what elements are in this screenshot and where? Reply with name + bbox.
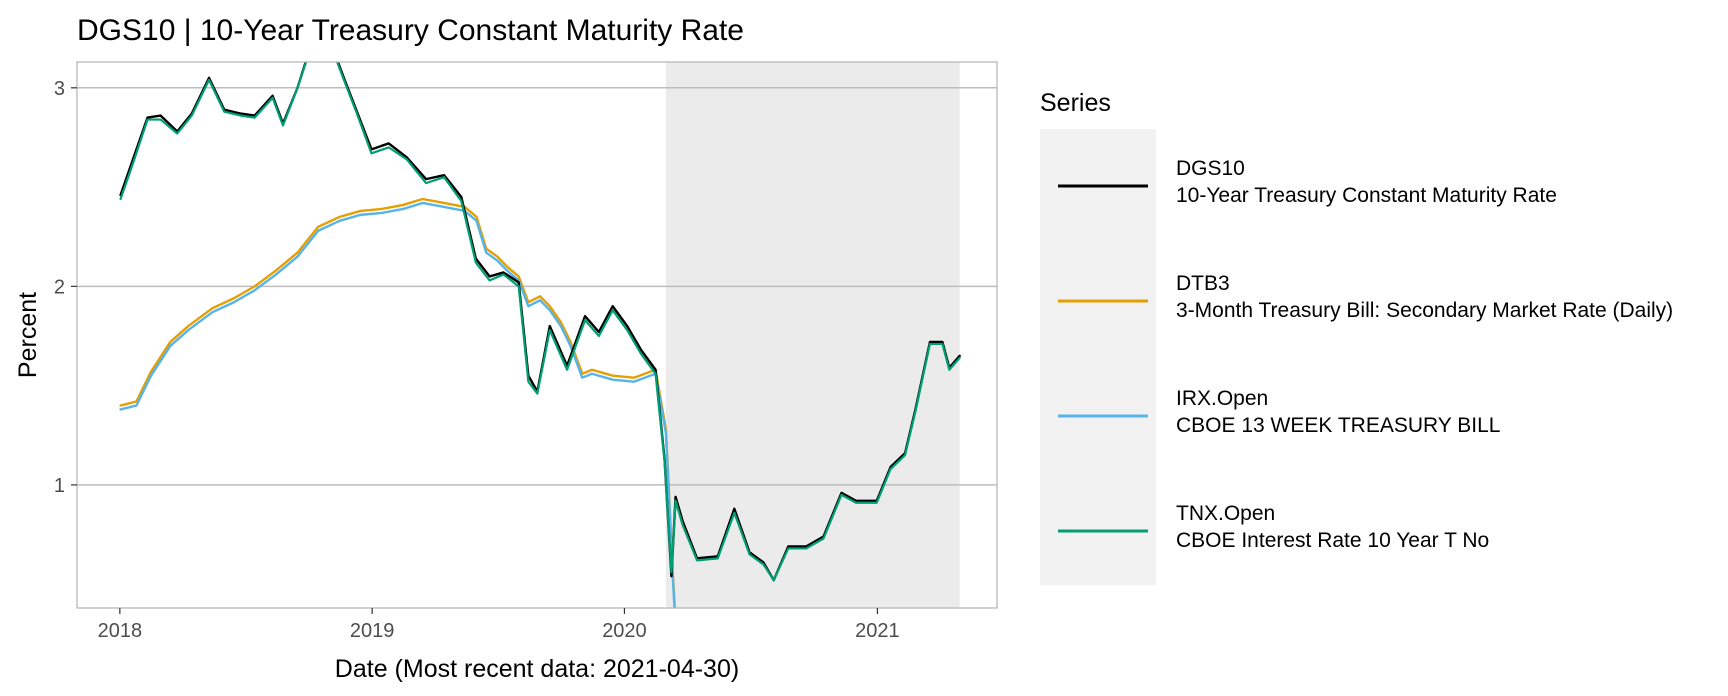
shaded-region [665,62,960,608]
legend-series-description: CBOE Interest Rate 10 Year T No [1176,529,1489,552]
x-axis-label: Date (Most recent data: 2021-04-30) [335,655,739,683]
legend-item: TNX.Open CBOE Interest Rate 10 Year T No [1058,502,1489,552]
x-tick-label: 2018 [98,620,143,642]
series-line-tnx-open [119,62,961,582]
legend-series-description: CBOE 13 WEEK TREASURY BILL [1176,414,1500,437]
series-line-irx-open [119,201,676,608]
x-axis: 2018 2019 2020 2021 [98,608,900,642]
plot-panel-border [76,61,998,609]
y-axis-label: Percent [14,292,42,378]
legend-series-description: 10-Year Treasury Constant Maturity Rate [1176,184,1557,207]
x-tick-label: 2021 [855,620,900,642]
legend-series-name: DGS10 [1176,157,1245,180]
y-tick-label: 1 [54,475,65,497]
legend: Series DGS10 10-Year Treasury Constant Ma… [1040,89,1673,585]
x-tick-label: 2019 [350,620,395,642]
legend-item: IRX.Open CBOE 13 WEEK TREASURY BILL [1058,387,1500,437]
legend-series-description: 3-Month Treasury Bill: Secondary Market … [1176,299,1673,322]
y-tick-label: 3 [54,78,65,100]
y-axis: 1 2 3 [54,78,77,497]
legend-item: DGS10 10-Year Treasury Constant Maturity … [1058,157,1557,207]
legend-series-name: IRX.Open [1176,387,1268,410]
legend-series-name: DTB3 [1176,272,1230,295]
legend-item: DTB3 3-Month Treasury Bill: Secondary Mar… [1058,272,1673,322]
gridlines [77,87,997,486]
chart-title: DGS10 | 10-Year Treasury Constant Maturi… [77,14,744,47]
y-tick-label: 2 [54,276,65,298]
legend-key-background [1040,129,1156,585]
series-lines [119,62,961,608]
legend-series-name: TNX.Open [1176,502,1275,525]
x-tick-label: 2020 [602,620,647,642]
legend-title: Series [1040,89,1111,117]
